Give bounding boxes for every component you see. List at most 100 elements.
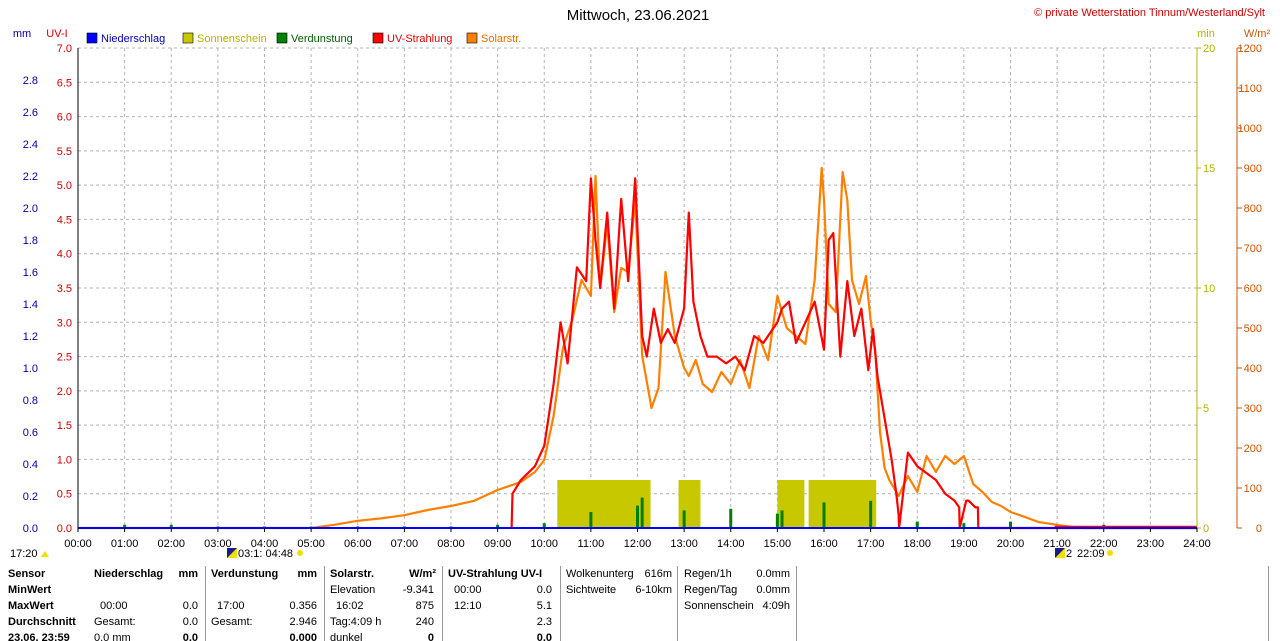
uv-tick-label: 5.5 [57, 146, 72, 158]
solar-max-val: 875 [415, 600, 434, 612]
solar-elev-val: -9.341 [402, 584, 434, 596]
uv-tick-label: 6.0 [57, 112, 72, 124]
evaporation-bar [496, 524, 500, 528]
legend-swatch [466, 32, 478, 44]
left-time-label: 17:20 [10, 548, 38, 560]
precip-tick-label: 1.4 [23, 299, 38, 311]
label-sensor: Sensor [8, 568, 46, 580]
evaporation-bar [869, 500, 873, 528]
uv-tick-label: 0.5 [57, 489, 72, 501]
uv-min-time: 00:00 [454, 584, 482, 596]
precip-stats: Niederschlag mm 00:00 0.0 Gesamt: 0.0 0.… [94, 566, 202, 641]
solar-dark-val: 0 [427, 632, 434, 641]
solar-tick-label: 700 [1244, 243, 1262, 255]
stats-divider [205, 566, 206, 641]
sunshine-bar [557, 480, 651, 528]
chart-title: Mittwoch, 23.06.2021 [567, 7, 710, 24]
stats-divider [1268, 566, 1269, 641]
sun-marker-icon [41, 551, 49, 557]
uv-tick-label: 4.5 [57, 214, 72, 226]
legend: Niederschlag Sonnenschein Verdunstung UV-St… [86, 32, 521, 45]
precip-tick-label: 1.2 [23, 331, 38, 343]
evap-max-time: 17:00 [217, 600, 245, 612]
solar-tick-label: 100 [1244, 483, 1262, 495]
x-tick-label: 18:00 [903, 538, 931, 550]
legend-label: Solarstr. [481, 33, 521, 45]
x-tick-label: 16:00 [810, 538, 838, 550]
precip-tick-label: 2.8 [23, 75, 38, 87]
unit-min: min [1197, 28, 1215, 40]
label-maxwert: MaxWert [8, 600, 54, 612]
x-tick-label: 21:00 [1043, 538, 1071, 550]
legend-swatch [372, 32, 384, 44]
precip-total-val: 0.0 [182, 616, 198, 628]
evaporation-bar [780, 510, 784, 528]
x-tick-label: 04:00 [251, 538, 279, 550]
precip-header: Niederschlag [94, 568, 164, 580]
solar-header: Solarstr. [330, 568, 375, 580]
evaporation-bar [682, 510, 686, 528]
legend-label: Verdunstung [291, 33, 353, 45]
series-solarstr- [78, 166, 1197, 530]
chart-grid [78, 47, 1197, 528]
precip-last-val: 0.0 mm [94, 632, 131, 641]
solar-tick-label: 1200 [1238, 43, 1262, 55]
series-uv-strahlung [510, 177, 1197, 530]
solar-tick-label: 600 [1244, 283, 1262, 295]
x-tick-label: 11:00 [578, 538, 605, 550]
stats-row-labels: Sensor MinWert MaxWert Durchschnitt 23.0… [8, 566, 94, 641]
evaporation-bar [589, 512, 593, 528]
uv-tick-label: 1.0 [57, 454, 72, 466]
precip-tick-label: 0.6 [23, 427, 38, 439]
precip-tick-label: 2.2 [23, 171, 38, 183]
x-tick-label: 20:00 [997, 538, 1025, 550]
solar-tick-label: 300 [1244, 403, 1262, 415]
x-tick-label: 15:00 [764, 538, 792, 550]
evaporation-bar [775, 513, 779, 528]
uv-tick-label: 2.5 [57, 352, 72, 364]
cloud-base-val: 616m [644, 568, 672, 580]
x-tick-label: 22:00 [1090, 538, 1118, 550]
stats-divider [560, 566, 561, 641]
stats-divider [796, 566, 797, 641]
sunset-time: 22:09 [1077, 548, 1105, 560]
precip-unit: mm [178, 568, 198, 580]
uv-max-val: 5.1 [536, 600, 552, 612]
legend-label: Sonnenschein [197, 33, 267, 45]
x-tick-label: 13:00 [670, 538, 698, 550]
solar-stats: Solarstr. W/m² Elevation -9.341 16:02 87… [330, 566, 438, 641]
label-minwert: MinWert [8, 584, 52, 596]
x-tick-label: 12:00 [624, 538, 652, 550]
uv-tick-label: 5.0 [57, 180, 72, 192]
sunshine-bar [824, 480, 877, 528]
axis-labels: 0.0 0.5 1.0 1.5 2.0 2.5 3.0 3.5 4.0 4.5 5.0 5.5 6.0 6… [23, 43, 1262, 550]
solar-tick-label: 500 [1244, 323, 1262, 335]
rain-stats: Regen/1h 0.0mm Regen/Tag 0.0mm Sonnensch… [684, 566, 792, 641]
unit-mm: mm [13, 28, 31, 40]
label-durchschnitt: Durchschnitt [8, 616, 76, 628]
rain-day-label: Regen/Tag [684, 584, 738, 596]
sun-tick-label: 0 [1203, 523, 1209, 535]
evaporation-bar [915, 521, 919, 528]
solar-dark-label: dunkel [330, 632, 363, 641]
solar-elev-label: Elevation [330, 584, 376, 596]
evap-header: Verdunstung [211, 568, 279, 580]
x-tick-label: 14:00 [717, 538, 745, 550]
x-tick-label: 05:00 [297, 538, 325, 550]
rain-1h-val: 0.0mm [756, 568, 790, 580]
stats-divider [442, 566, 443, 641]
moon-label: 2 [1066, 548, 1072, 560]
cloud-stats: Wolkenunterg 616m Sichtweite 6-10km [566, 566, 674, 641]
uv-tick-label: 1.5 [57, 420, 72, 432]
evaporation-bar [636, 505, 639, 528]
cloud-base-label: Wolkenunterg [566, 568, 634, 580]
evaporation-bar [1009, 521, 1012, 528]
precip-tick-label: 0.0 [23, 523, 38, 535]
rain-day-val: 0.0mm [756, 584, 790, 596]
evap-total-val: 2.946 [289, 616, 317, 628]
x-tick-label: 10:00 [530, 538, 558, 550]
chart-axes [77, 47, 1242, 532]
uv-max-time: 12:10 [454, 600, 482, 612]
precip-tick-label: 1.8 [23, 235, 38, 247]
legend-swatch [86, 32, 98, 44]
